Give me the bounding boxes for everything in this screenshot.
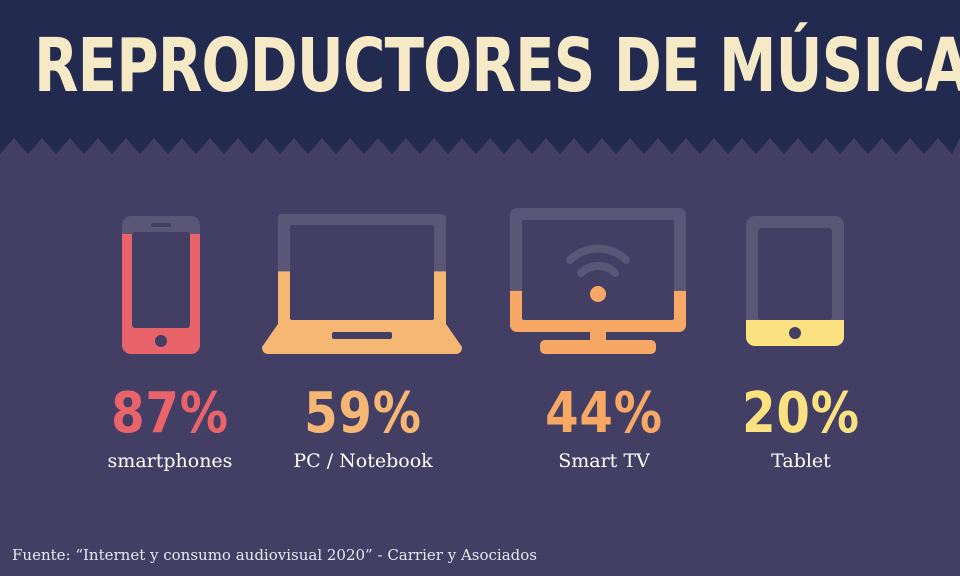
value-label-pc-notebook: 59% (304, 381, 422, 446)
value-label-smartphones: 87% (111, 381, 229, 446)
page-title: REPRODUCTORES DE MÚSICA (34, 23, 960, 109)
source-note: Fuente: “Internet y consumo audiovisual … (12, 546, 537, 564)
value-label-tablet: 20% (742, 381, 860, 446)
category-label-pc-notebook: PC / Notebook (293, 450, 433, 472)
tablet-icon (746, 216, 844, 350)
header-zigzag-background (0, 0, 960, 154)
smart-tv-icon (510, 208, 686, 360)
category-label-tablet: Tablet (771, 450, 831, 472)
category-label-smart-tv: Smart TV (558, 450, 650, 472)
header-banner: REPRODUCTORES DE MÚSICA (0, 0, 960, 160)
smartphone-icon (122, 216, 200, 358)
value-label-smart-tv: 44% (545, 381, 663, 446)
category-label-smartphones: smartphones (107, 450, 233, 472)
laptop-icon (262, 214, 462, 358)
